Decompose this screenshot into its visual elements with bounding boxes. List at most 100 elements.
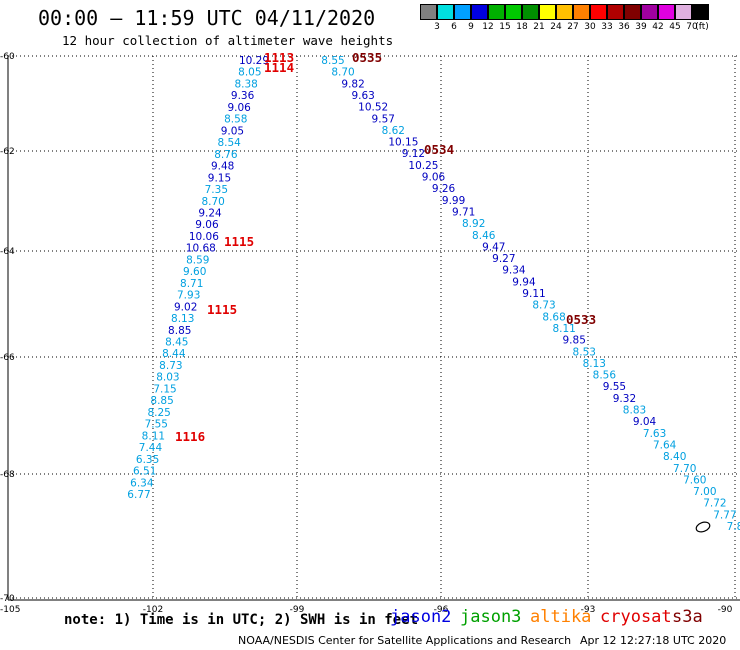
wave-height-value: 8.56 <box>593 370 617 382</box>
wave-height-value: 8.54 <box>217 137 241 149</box>
wave-height-value: 8.68 <box>542 311 565 323</box>
wave-height-value: 8.58 <box>224 114 247 126</box>
legend-scale-label: (ft) <box>695 22 709 32</box>
wave-height-value: 8.45 <box>165 337 188 349</box>
legend-color-swatch <box>522 4 539 20</box>
wave-height-value: 8.71 <box>180 278 203 290</box>
legend-color-swatch <box>624 4 641 20</box>
wave-height-value: 8.59 <box>186 254 209 266</box>
legend-scale-label: 15 <box>499 22 511 32</box>
wave-height-value: 7.72 <box>703 498 726 510</box>
wave-height-value: 6.77 <box>127 489 150 501</box>
wave-height-value: 7.63 <box>643 428 666 440</box>
legend-color-swatch <box>590 4 607 20</box>
map-title: 00:00 – 11:59 UTC 04/11/2020 <box>38 6 376 30</box>
wave-height-value: 8.85 <box>168 325 191 337</box>
wave-height-value: 9.47 <box>482 241 505 253</box>
wave-height-value: 9.94 <box>512 276 536 288</box>
wave-height-value: 6.34 <box>130 477 154 489</box>
lat-tick-label: -66 <box>0 353 15 363</box>
satellite-legend-jason3: jason3 <box>460 607 522 627</box>
legend-scale-label: 27 <box>567 22 579 32</box>
lon-tick-label: -93 <box>581 605 596 615</box>
credit-line: NOAA/NESDIS Center for Satellite Applica… <box>238 634 572 647</box>
wave-height-value: 8.70 <box>331 67 354 79</box>
wave-height-value: 8.03 <box>156 372 179 384</box>
legend-color-swatch <box>641 4 658 20</box>
wave-height-value: 7.00 <box>693 486 716 498</box>
wave-height-value: 9.63 <box>351 90 374 102</box>
wave-height-value: 9.06 <box>422 172 446 184</box>
wave-height-value: 7.8 <box>727 521 740 533</box>
wave-height-value: 7.93 <box>177 290 200 302</box>
wave-height-value: 9.12 <box>402 148 425 160</box>
legend-scale-label: 42 <box>652 22 664 32</box>
overpass-time-label: 0533 <box>566 312 596 327</box>
wave-height-value: 9.06 <box>227 102 251 114</box>
wave-height-value: 8.46 <box>472 230 496 242</box>
wave-height-value: 8.85 <box>150 395 173 407</box>
wave-height-value: 8.11 <box>142 430 165 442</box>
legend-color-swatch <box>675 4 692 20</box>
legend-scale-label: 30 <box>584 22 596 32</box>
overpass-time-label: 0535 <box>352 50 382 65</box>
color-scale-labels: 3 6 9 12 15 18 21 24 27 30 33 36 39 42 45 70 (ft) <box>420 22 740 34</box>
satellite-legend-jason2: jason2 <box>390 607 452 627</box>
wave-height-value: 9.02 <box>174 301 197 313</box>
wave-height-value: 10.52 <box>358 102 388 114</box>
wave-height-value: 8.76 <box>214 149 238 161</box>
lat-tick-label: -64 <box>0 247 15 257</box>
overpass-time-label: 1113 <box>264 50 294 65</box>
legend-color-swatch <box>454 4 471 20</box>
satellite-legend-altika: altika <box>530 607 592 627</box>
wave-height-value: 9.55 <box>603 381 626 393</box>
lon-tick-label: -90 <box>718 605 733 615</box>
wave-height-value: 7.44 <box>139 442 163 454</box>
wave-height-value: 9.71 <box>452 206 475 218</box>
lon-tick-label: -96 <box>434 605 449 615</box>
overpass-time-label: 1115 <box>207 302 237 317</box>
legend-scale-label: 21 <box>533 22 545 32</box>
wave-height-value: 7.35 <box>205 184 228 196</box>
island-outline <box>695 521 711 533</box>
wave-height-value: 8.92 <box>462 218 485 230</box>
legend-scale-label: 9 <box>468 22 474 32</box>
legend-color-swatch <box>658 4 675 20</box>
legend-scale-label: 6 <box>451 22 457 32</box>
footer-note: note: 1) Time is in UTC; 2) SWH is in fe… <box>64 612 419 628</box>
wave-height-value: 10.29 <box>239 55 269 67</box>
wave-height-value: 8.40 <box>663 451 686 463</box>
legend-scale-label: 36 <box>618 22 630 32</box>
wave-height-value: 7.77 <box>713 509 736 521</box>
wave-height-value: 8.05 <box>238 67 261 79</box>
wave-height-value: 8.83 <box>623 405 646 417</box>
lat-tick-label: -68 <box>0 470 15 480</box>
legend-scale-label: 45 <box>669 22 681 32</box>
wave-height-value: 8.53 <box>573 346 596 358</box>
wave-height-value: 8.13 <box>583 358 606 370</box>
legend-scale-label: 70 <box>686 22 698 32</box>
map-subtitle: 12 hour collection of altimeter wave hei… <box>62 33 394 48</box>
lon-tick-label: -105 <box>0 605 20 615</box>
wave-height-value: 9.32 <box>613 393 636 405</box>
wave-height-value: 6.51 <box>133 466 156 478</box>
color-scale-legend <box>420 4 709 20</box>
wave-height-value: 10.06 <box>189 231 219 243</box>
lat-tick-label: -62 <box>0 147 15 157</box>
wave-height-value: 7.15 <box>153 383 176 395</box>
legend-scale-label: 12 <box>482 22 494 32</box>
legend-color-swatch <box>573 4 590 20</box>
satellite-legend-s3a: s3a <box>672 607 703 627</box>
legend-color-swatch <box>505 4 522 20</box>
wave-height-value: 9.99 <box>442 195 465 207</box>
wave-height-value: 9.48 <box>211 161 234 173</box>
wave-height-value: 7.64 <box>653 439 677 451</box>
legend-color-swatch <box>437 4 454 20</box>
wave-height-value: 8.55 <box>321 55 344 67</box>
wave-height-value: 9.26 <box>432 183 456 195</box>
wave-height-value: 7.55 <box>145 419 168 431</box>
overpass-time-label: 1115 <box>224 234 254 249</box>
wave-height-value: 9.11 <box>522 288 545 300</box>
wave-height-value: 10.25 <box>408 160 438 172</box>
